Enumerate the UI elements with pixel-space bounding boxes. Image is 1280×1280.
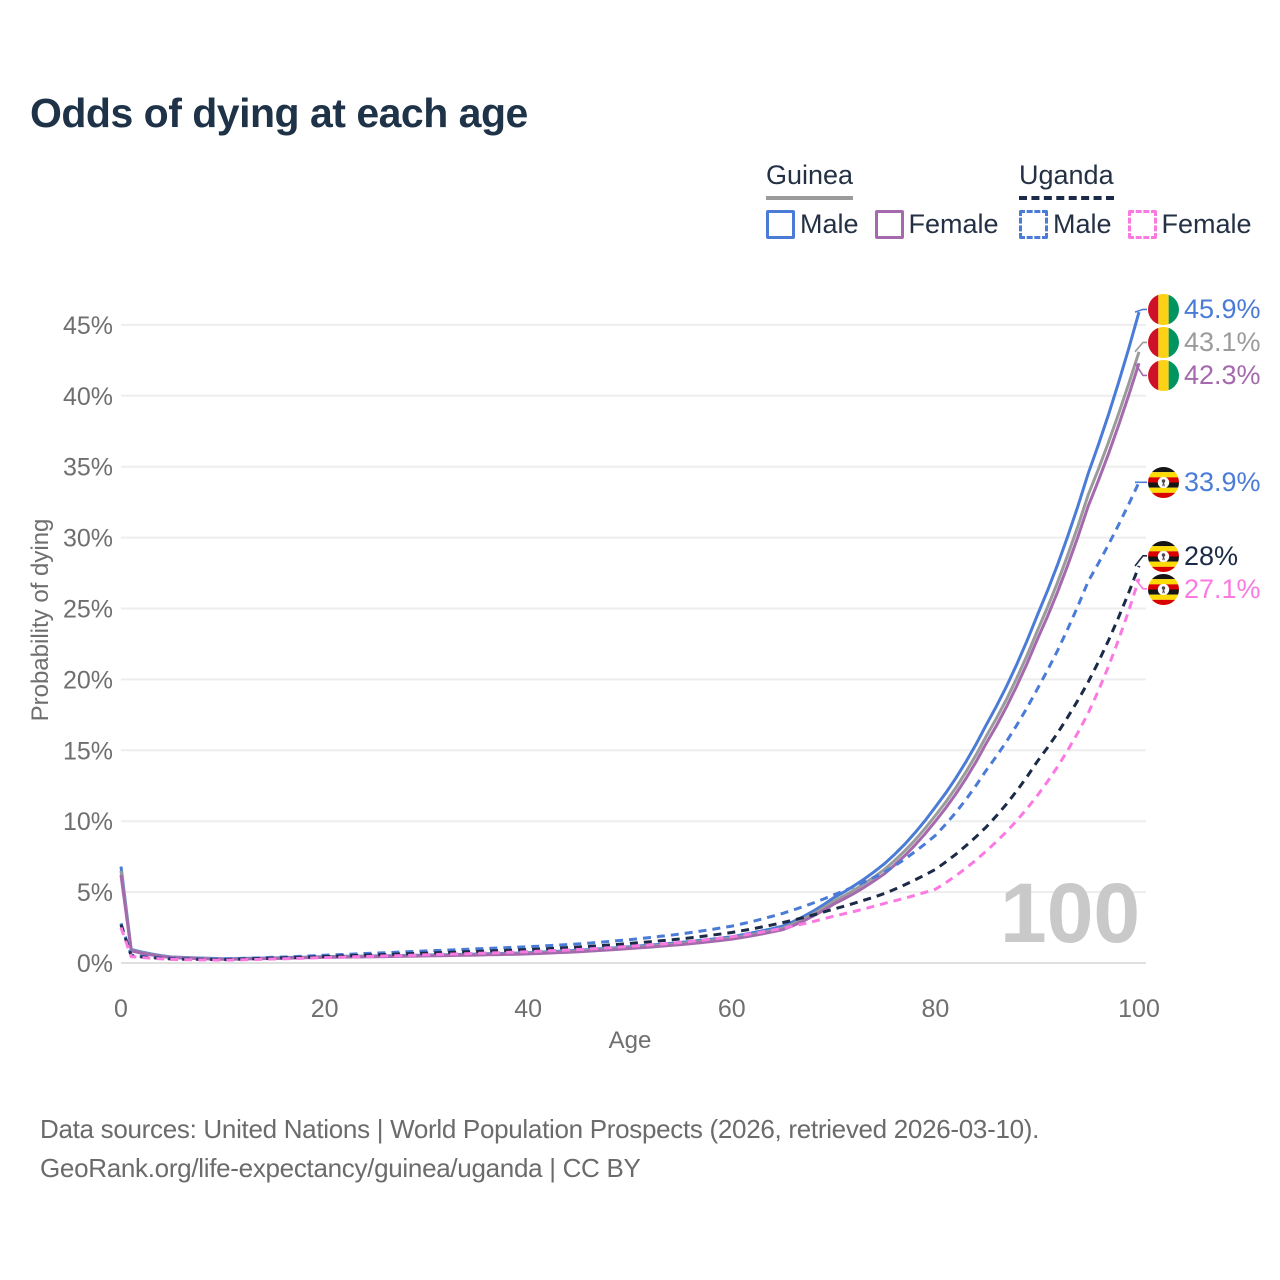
guinea-male-swatch-icon [766, 210, 795, 239]
y-axis-title: Probability of dying [27, 519, 54, 722]
guinea-flag-icon [1148, 326, 1179, 358]
end-label-value: 33.9% [1184, 466, 1261, 497]
series-line-uganda-total[interactable] [119, 565, 1141, 962]
guinea-female-swatch-icon [874, 210, 904, 239]
callout-leader-lines [1134, 308, 1147, 590]
legend-item-guinea-female[interactable]: Female [874, 209, 999, 240]
uganda-male-swatch-icon [1019, 210, 1048, 239]
y-tick-label: 5% [77, 879, 113, 907]
end-label-value: 28% [1184, 540, 1239, 571]
legend-item-label: Female [1161, 209, 1252, 239]
end-label-guinea-total: 43.1% [1148, 326, 1261, 358]
y-tick-label: 15% [63, 737, 113, 765]
end-label-guinea-female: 42.3% [1148, 359, 1261, 391]
uganda-flag-icon [1148, 540, 1179, 572]
gridlines [121, 323, 1146, 964]
legend-country-uganda[interactable]: Uganda [1019, 160, 1114, 200]
end-label-value: 45.9% [1184, 293, 1261, 324]
callout-leader-uganda-female [1134, 578, 1147, 590]
footer: Data sources: United Nations | World Pop… [40, 1110, 1039, 1188]
x-tick-label: 60 [718, 995, 746, 1023]
legend-item-label: Male [800, 209, 859, 239]
x-axis-title: Age [609, 1027, 652, 1054]
uganda-female-swatch-icon [1127, 210, 1157, 239]
y-tick-label: 10% [63, 808, 113, 836]
series-line-guinea-total[interactable] [119, 351, 1141, 961]
line-chart: 100 0% 5% 10% 15% 20% 25% 30% 35% 40% 45% 0 20 40 60… [27, 308, 1160, 1054]
series-line-guinea-male[interactable] [119, 311, 1141, 961]
uganda-flag-icon [1148, 466, 1179, 498]
footer-attribution: GeoRank.org/life-expectancy/guinea/ugand… [40, 1153, 641, 1183]
callout-leader-uganda-total [1134, 555, 1147, 567]
y-axis-tick-labels: 0% 5% 10% 15% 20% 25% 30% 35% 40% 45% [63, 312, 113, 978]
callout-leader-guinea-male [1134, 308, 1147, 313]
end-label-value: 42.3% [1184, 359, 1261, 390]
guinea-flag-icon [1148, 359, 1179, 391]
legend-item-guinea-male[interactable]: Male [766, 209, 859, 240]
end-label-value: 43.1% [1184, 326, 1261, 357]
x-tick-label: 20 [311, 995, 339, 1023]
series-line-guinea-female[interactable] [119, 362, 1141, 961]
legend-item-uganda-female[interactable]: Female [1127, 209, 1252, 240]
callout-leader-guinea-total [1134, 341, 1147, 353]
end-label-uganda-total: 28% [1148, 540, 1238, 572]
end-label-uganda-female: 27.1% [1148, 573, 1261, 605]
legend-country-guinea[interactable]: Guinea [766, 160, 854, 200]
legend-group-guinea: Guinea Male Female [766, 160, 1015, 240]
guinea-flag-icon [1148, 293, 1179, 325]
legend-group-uganda: Uganda Male Female [1019, 160, 1268, 240]
legend-item-uganda-male[interactable]: Male [1019, 209, 1112, 240]
end-label-value: 27.1% [1184, 573, 1261, 604]
x-axis-tick-labels: 0 20 40 60 80 100 [114, 995, 1160, 1023]
y-tick-label: 30% [63, 525, 113, 553]
series-line-uganda-female[interactable] [119, 578, 1141, 962]
chart-title: Odds of dying at each age [30, 90, 528, 136]
x-tick-label: 80 [921, 995, 949, 1023]
footer-data-sources: Data sources: United Nations | World Pop… [40, 1114, 1040, 1144]
y-tick-label: 45% [63, 312, 113, 340]
series-lines [119, 311, 1141, 962]
callout-leader-guinea-female [1134, 362, 1147, 377]
x-tick-label: 40 [514, 995, 542, 1023]
y-tick-label: 25% [63, 596, 113, 624]
y-tick-label: 20% [63, 666, 113, 694]
legend-item-label: Female [908, 209, 999, 239]
uganda-flag-icon [1148, 573, 1179, 605]
end-label-guinea-male: 45.9% [1148, 293, 1261, 325]
x-tick-label: 0 [114, 995, 128, 1023]
y-tick-label: 35% [63, 454, 113, 482]
y-tick-label: 0% [77, 950, 113, 978]
y-tick-label: 40% [63, 383, 113, 411]
watermark-age: 100 [1000, 866, 1140, 960]
end-label-uganda-male: 33.9% [1148, 466, 1261, 498]
x-tick-label: 100 [1118, 995, 1160, 1023]
legend-item-label: Male [1053, 209, 1112, 239]
series-line-uganda-male[interactable] [119, 481, 1141, 961]
